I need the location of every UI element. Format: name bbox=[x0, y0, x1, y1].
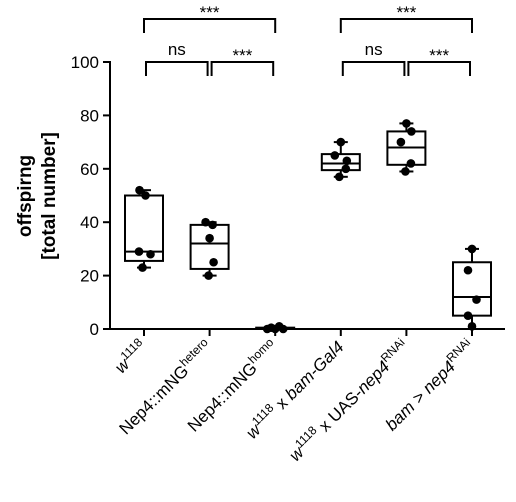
bracket-line bbox=[143, 18, 277, 33]
significance-bracket: ns bbox=[145, 40, 209, 76]
significance-label: *** bbox=[429, 46, 449, 65]
data-point bbox=[463, 311, 473, 320]
data-point bbox=[209, 257, 218, 267]
significance-bracket: *** bbox=[210, 46, 275, 76]
data-point bbox=[208, 220, 217, 230]
data-point bbox=[467, 244, 477, 254]
x-axis bbox=[110, 328, 505, 336]
bracket-line bbox=[341, 61, 406, 76]
box-4 bbox=[320, 141, 361, 178]
data-point bbox=[134, 247, 144, 256]
significance-label: *** bbox=[396, 3, 416, 22]
bracket-line bbox=[407, 61, 471, 76]
bracket-line bbox=[145, 61, 209, 76]
y-tick-label: 80 bbox=[80, 106, 99, 125]
data-point bbox=[330, 151, 340, 160]
data-point bbox=[336, 137, 346, 147]
data-point bbox=[401, 167, 410, 176]
data-point bbox=[205, 233, 214, 243]
data-point bbox=[407, 127, 416, 136]
data-point bbox=[406, 159, 416, 168]
significance-label: *** bbox=[200, 3, 220, 22]
significance-bracket: ns bbox=[341, 40, 406, 76]
y-axis-label: offspirng [total number] bbox=[15, 132, 60, 260]
significance-label: *** bbox=[232, 46, 252, 65]
data-points bbox=[134, 119, 481, 334]
data-point bbox=[467, 322, 477, 331]
data-point bbox=[402, 119, 411, 128]
box-iqr bbox=[452, 261, 492, 317]
box-6 bbox=[452, 247, 492, 330]
bracket-line bbox=[210, 61, 275, 76]
data-point bbox=[472, 295, 481, 304]
y-axis: 0 20 40 60 80 100 bbox=[71, 53, 111, 339]
boxes bbox=[124, 122, 492, 331]
data-point bbox=[396, 137, 406, 147]
significance-label: ns bbox=[168, 40, 186, 59]
box-5 bbox=[386, 122, 427, 173]
data-point bbox=[146, 249, 155, 259]
y-tick-label: 100 bbox=[71, 53, 99, 72]
x-category-label: w1118 x UAS-nep4RNAi bbox=[283, 335, 413, 465]
significance-label: ns bbox=[365, 40, 383, 59]
data-point bbox=[463, 265, 473, 275]
y-tick-label: 40 bbox=[80, 213, 99, 232]
data-point bbox=[141, 191, 150, 200]
data-point bbox=[342, 156, 352, 166]
y-tick-label: 0 bbox=[90, 320, 99, 339]
y-axis-label-line: offspirng bbox=[15, 155, 36, 237]
data-point bbox=[204, 271, 213, 280]
data-point bbox=[138, 263, 147, 272]
y-tick-label: 20 bbox=[80, 267, 99, 286]
data-point bbox=[341, 164, 351, 174]
data-point bbox=[135, 185, 144, 195]
y-axis-label-line: [total number] bbox=[39, 132, 60, 260]
box-2 bbox=[189, 221, 230, 277]
data-point bbox=[201, 217, 210, 227]
box-iqr bbox=[320, 153, 361, 172]
box-1 bbox=[124, 189, 164, 269]
significance-bracket: *** bbox=[143, 3, 277, 33]
data-point bbox=[278, 324, 288, 334]
significance-bracket: *** bbox=[339, 3, 473, 33]
significance-bracket: *** bbox=[407, 46, 471, 76]
x-category-label: w1118 bbox=[109, 335, 151, 377]
bracket-line bbox=[339, 18, 473, 33]
significance-brackets: ns *** *** ns *** *** bbox=[143, 3, 473, 76]
y-tick-label: 60 bbox=[80, 160, 99, 179]
data-point bbox=[335, 172, 344, 182]
